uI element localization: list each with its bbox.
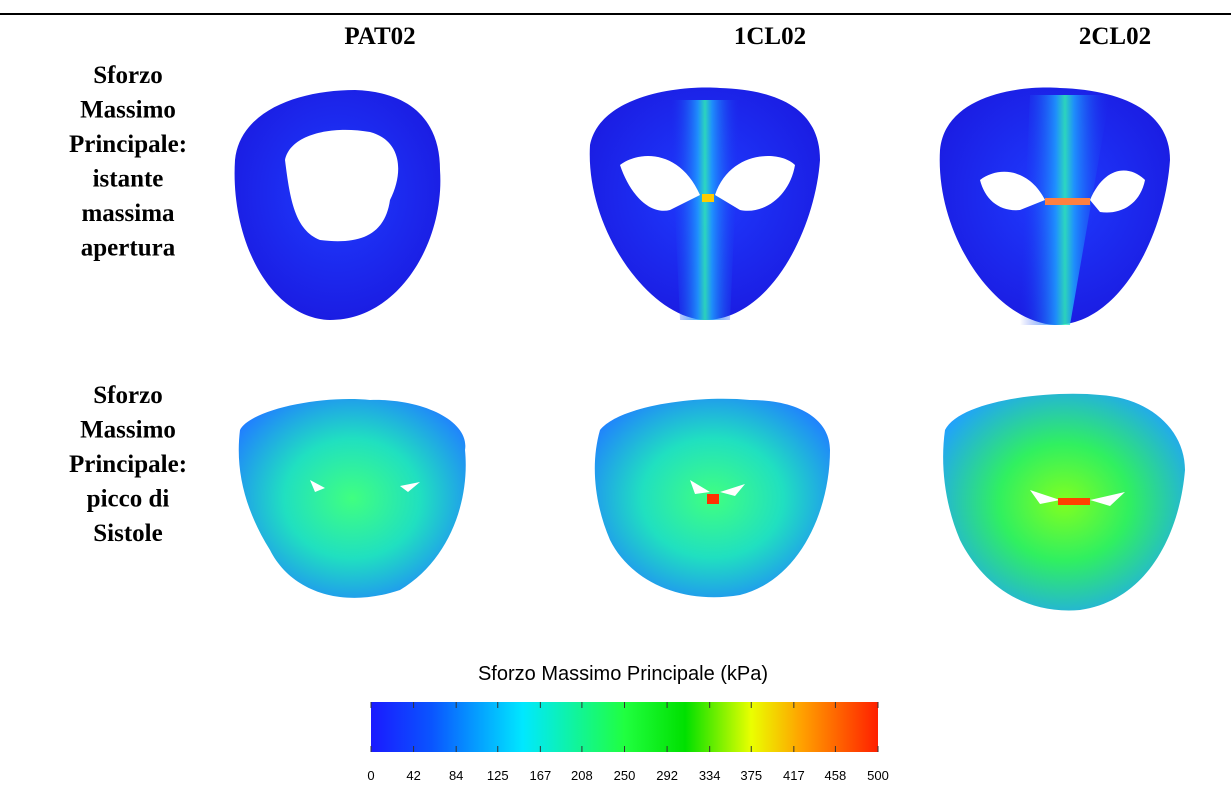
row-label: Massimo: [80, 417, 176, 444]
colorbar-tick-label: 84: [449, 768, 463, 783]
colorbar-tick-label: 42: [406, 768, 420, 783]
colorbar-tick-label: 458: [825, 768, 847, 783]
row-label: Sforzo: [93, 62, 162, 89]
colorbar-tick-label: 375: [740, 768, 762, 783]
render-pat02-systole: [239, 399, 466, 598]
colorbar-tick-label: 0: [367, 768, 374, 783]
row-label: Massimo: [80, 97, 176, 124]
column-header: PAT02: [344, 23, 415, 50]
render-1cl02-systole: [595, 399, 830, 597]
row-label: picco di: [87, 486, 170, 513]
colorbar-tick-label: 208: [571, 768, 593, 783]
render-2cl02-systole: [943, 394, 1185, 611]
colorbar-tick-label: 334: [699, 768, 721, 783]
render-1cl02-open: [590, 88, 820, 320]
row-label: Principale:: [69, 451, 187, 478]
colorbar-tick-label: 500: [867, 768, 889, 783]
colorbar-tick-label: 125: [487, 768, 509, 783]
column-header: 1CL02: [734, 23, 806, 50]
colorbar-tick-label: 417: [783, 768, 805, 783]
column-header: 2CL02: [1079, 23, 1151, 50]
row-label: massima: [81, 200, 175, 227]
colorbar-tick-label: 250: [614, 768, 636, 783]
row-label: istante: [93, 166, 164, 193]
row-label: Sforzo: [93, 382, 162, 409]
figure: PAT02 1CL02 2CL02 Sforzo Massimo Principale:…: [0, 0, 1231, 804]
colorbar-tick-label: 292: [656, 768, 678, 783]
row-label: Principale:: [69, 131, 187, 158]
render-2cl02-open: [940, 88, 1170, 325]
row-label: Sistole: [93, 520, 162, 547]
colorbar-title: Sforzo Massimo Principale (kPa): [478, 663, 768, 685]
colorbar: [371, 702, 878, 752]
row-label: apertura: [81, 235, 176, 262]
colorbar-tick-label: 167: [529, 768, 551, 783]
render-pat02-open: [235, 90, 441, 320]
